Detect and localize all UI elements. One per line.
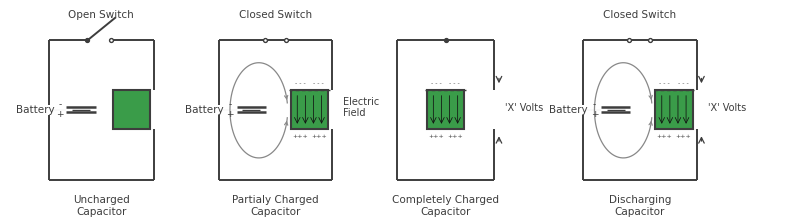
Text: Closed Switch: Closed Switch <box>239 10 312 19</box>
Text: +++: +++ <box>292 134 308 139</box>
Text: Open Switch: Open Switch <box>68 10 134 19</box>
Text: Battery: Battery <box>185 105 224 115</box>
Text: 'X' Volts: 'X' Volts <box>505 103 544 112</box>
Text: Battery: Battery <box>16 105 55 115</box>
Text: 'X' Volts: 'X' Volts <box>708 103 746 112</box>
Text: Battery: Battery <box>549 105 588 115</box>
Text: +: + <box>226 110 234 119</box>
Text: - - -: - - - <box>295 81 305 86</box>
Text: Electric
Field: Electric Field <box>343 97 380 118</box>
Text: - - -: - - - <box>450 81 460 86</box>
Text: -: - <box>228 100 232 109</box>
Text: Uncharged
Capacitor: Uncharged Capacitor <box>73 195 130 217</box>
Text: Closed Switch: Closed Switch <box>603 10 676 19</box>
Text: - - -: - - - <box>313 81 324 86</box>
Text: Discharging
Capacitor: Discharging Capacitor <box>608 195 671 217</box>
Text: +: + <box>590 110 599 119</box>
Text: +++: +++ <box>657 134 672 139</box>
Text: +++: +++ <box>447 134 463 139</box>
Text: - - -: - - - <box>659 81 670 86</box>
Bar <box>427 90 464 129</box>
Text: Completely Charged
Capacitor: Completely Charged Capacitor <box>392 195 499 217</box>
Text: +: + <box>56 110 64 119</box>
Text: - - -: - - - <box>431 81 441 86</box>
Bar <box>113 90 150 129</box>
Text: -: - <box>593 100 596 109</box>
Text: +++: +++ <box>311 134 326 139</box>
Text: -: - <box>58 100 62 109</box>
Bar <box>291 90 328 129</box>
Text: +++: +++ <box>428 134 444 139</box>
Text: - - -: - - - <box>678 81 688 86</box>
Text: +++: +++ <box>676 134 691 139</box>
Text: Partialy Charged
Capacitor: Partialy Charged Capacitor <box>232 195 318 217</box>
Bar <box>655 90 693 129</box>
